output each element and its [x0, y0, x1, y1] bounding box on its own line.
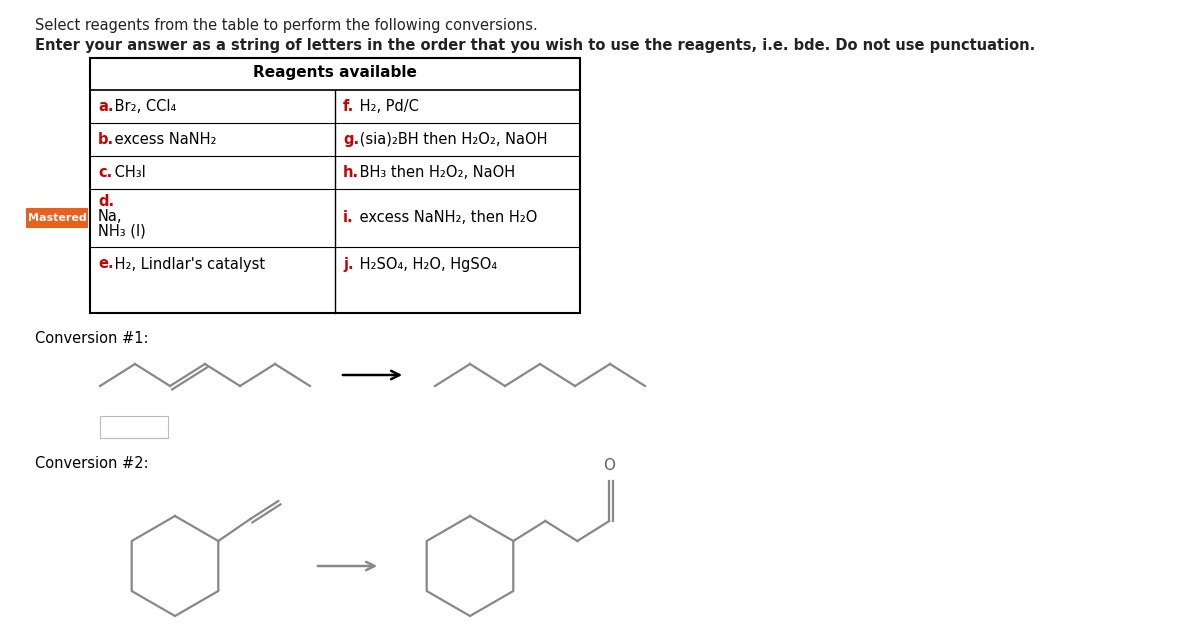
Text: O: O	[604, 458, 616, 473]
Text: Reagents available: Reagents available	[253, 65, 416, 79]
Text: Mastered: Mastered	[28, 213, 86, 223]
Bar	[26, 208, 88, 228]
Bar	[100, 416, 168, 438]
Text: a.: a.	[98, 99, 114, 114]
Text: BH₃ then H₂O₂, NaOH: BH₃ then H₂O₂, NaOH	[355, 165, 516, 180]
Text: (sia)₂BH then H₂O₂, NaOH: (sia)₂BH then H₂O₂, NaOH	[355, 132, 548, 147]
Text: excess NaNH₂: excess NaNH₂	[110, 132, 217, 147]
Text: H₂, Pd/C: H₂, Pd/C	[355, 99, 419, 114]
Text: Conversion #1:: Conversion #1:	[35, 331, 149, 346]
Text: Na,: Na,	[98, 209, 122, 224]
Text: Select reagents from the table to perform the following conversions.: Select reagents from the table to perfor…	[35, 18, 538, 33]
Text: CH₃I: CH₃I	[110, 165, 146, 180]
Text: H₂SO₄, H₂O, HgSO₄: H₂SO₄, H₂O, HgSO₄	[355, 257, 498, 272]
Text: b.: b.	[98, 132, 114, 147]
Text: Br₂, CCl₄: Br₂, CCl₄	[110, 99, 176, 114]
Text: NH₃ (l): NH₃ (l)	[98, 224, 145, 239]
Text: c.: c.	[98, 165, 113, 180]
Text: Conversion #2:: Conversion #2:	[35, 456, 149, 471]
Text: i.: i.	[343, 211, 354, 226]
Text: e.: e.	[98, 257, 114, 272]
Text: h.: h.	[343, 165, 359, 180]
Text: j.: j.	[343, 257, 354, 272]
Text: H₂, Lindlar's catalyst: H₂, Lindlar's catalyst	[110, 257, 265, 272]
Text: d.: d.	[98, 194, 114, 209]
Bar	[90, 58, 580, 313]
Text: Enter your answer as a string of letters in the order that you wish to use the r: Enter your answer as a string of letters…	[35, 38, 1036, 53]
Text: f.: f.	[343, 99, 354, 114]
Text: excess NaNH₂, then H₂O: excess NaNH₂, then H₂O	[355, 211, 538, 226]
Text: g.: g.	[343, 132, 359, 147]
